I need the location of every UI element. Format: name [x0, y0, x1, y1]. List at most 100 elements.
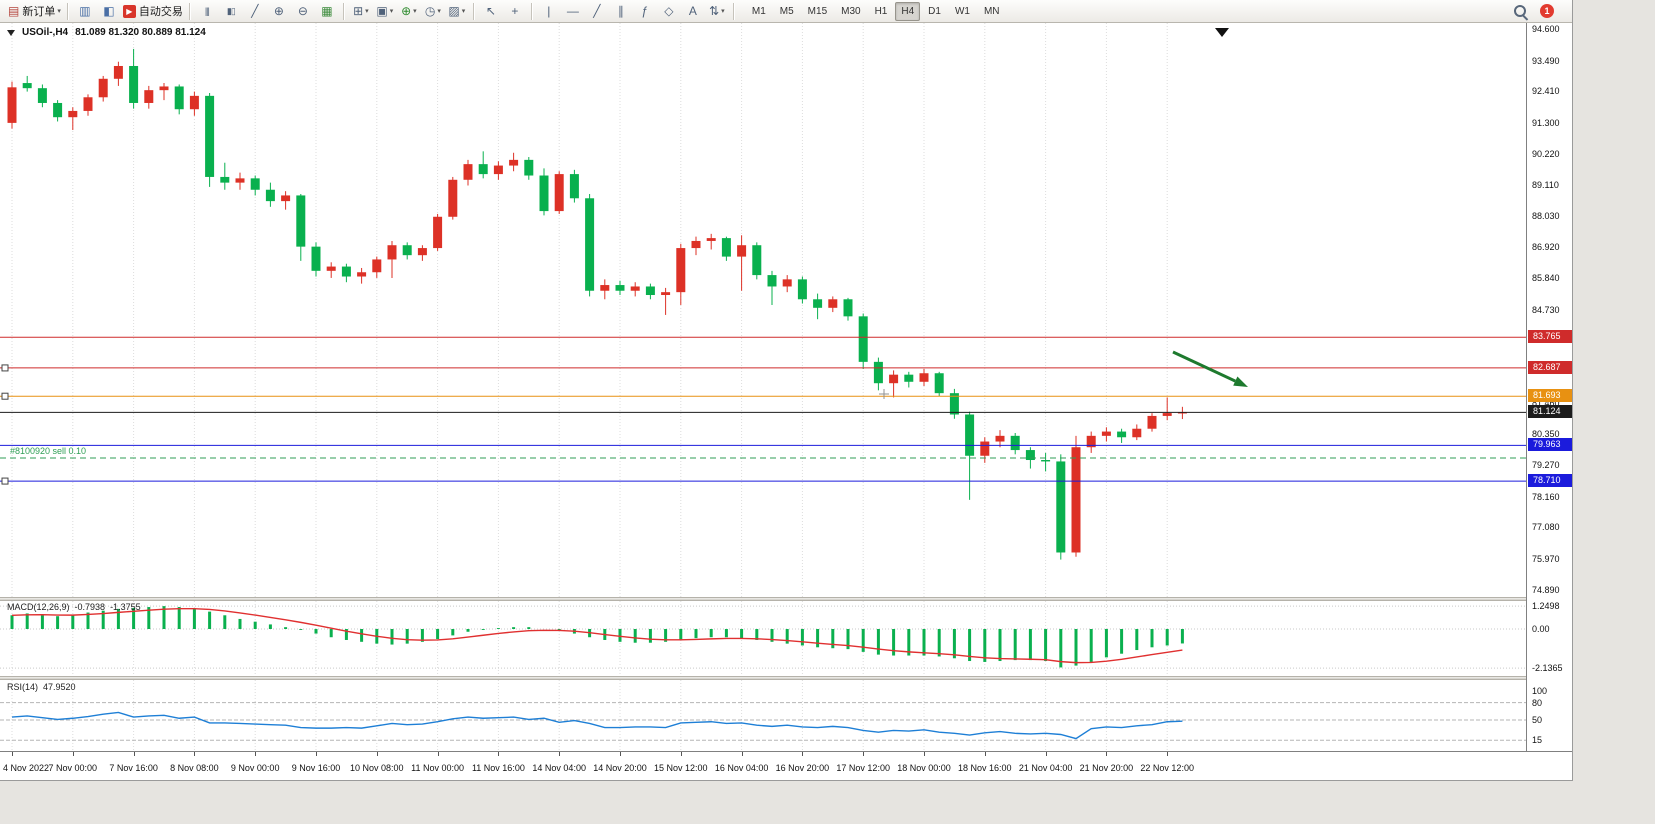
market-watch-button[interactable]: ▥	[74, 1, 96, 22]
timeframe-w1[interactable]: W1	[954, 5, 970, 17]
candle-body	[387, 245, 397, 260]
resistance-line-2-badge: 82.687	[1528, 360, 1572, 374]
orange-level-line-handle[interactable]	[1, 392, 9, 400]
chevron-down-icon: ▾	[57, 8, 61, 15]
period-button[interactable]: ◷ ▾	[422, 1, 444, 22]
timeframe-h4[interactable]: H4	[895, 1, 921, 21]
candle-body	[934, 373, 944, 394]
candlestick-chart-button[interactable]: ▮▯	[220, 1, 242, 22]
down-triangle-marker[interactable]	[1215, 28, 1229, 37]
resistance-line-2-handle[interactable]	[1, 364, 9, 372]
line-chart-icon: ╱	[251, 4, 259, 18]
rsi-panel-separator[interactable]	[0, 676, 1572, 680]
macd-name: MACD(12,26,9)	[7, 602, 70, 612]
time-axis-tick	[72, 752, 74, 756]
macd-panel-separator[interactable]	[0, 597, 1572, 601]
time-axis-label: 11 Nov 16:00	[471, 763, 525, 773]
horizontal-line-button[interactable]: —	[562, 1, 584, 22]
price-axis-label: 84.730	[1532, 304, 1560, 315]
cascade-windows-button[interactable]: ▣ ▾	[374, 1, 396, 22]
grid-button[interactable]: ▦	[316, 1, 338, 22]
macd-panel	[0, 605, 1526, 669]
candle-body	[296, 195, 306, 247]
timeframe-m30[interactable]: M30	[841, 5, 861, 17]
arrow-objects-button[interactable]: ⇅ ▾	[706, 1, 728, 22]
rsi-panel	[0, 702, 1526, 741]
timeframe-h1[interactable]: H1	[874, 5, 888, 17]
candle-body	[949, 393, 959, 415]
price-axis[interactable]: 94.600 93.490 92.410 91.300 90.220 89.110 88.0…	[1526, 23, 1572, 751]
candle-body	[1071, 447, 1081, 553]
template-button[interactable]: ▨ ▾	[446, 1, 468, 22]
trend-arrow[interactable]	[1172, 350, 1236, 383]
timeframe-d1[interactable]: D1	[928, 5, 941, 17]
timeframe-group: M1 M5 M15 M30 H1 H4 D1 W1 MN	[745, 1, 1007, 21]
timeframe-mn[interactable]: MN	[983, 5, 1000, 17]
candle-body	[220, 176, 230, 183]
candle-body	[1010, 435, 1020, 451]
price-axis-label: 75.970	[1532, 554, 1560, 565]
candle-body	[144, 90, 154, 103]
fibonacci-button[interactable]: ƒ	[634, 1, 656, 22]
new-order-button[interactable]: ▤ 新订单 ▾	[7, 1, 62, 22]
macd-scale-label: -2.1365	[1532, 663, 1563, 674]
candle-body	[828, 299, 838, 308]
resistance-line-1-badge: 83.765	[1528, 330, 1572, 344]
crosshair-button[interactable]: +	[504, 1, 526, 22]
price-chart: #8100920 sell 0.10	[0, 23, 1526, 751]
current-price-line-badge: 81.124	[1528, 405, 1572, 419]
trendline-button[interactable]: ╱	[586, 1, 608, 22]
autotrading-icon: ▶	[122, 4, 136, 18]
time-axis-label: 21 Nov 04:00	[1018, 763, 1073, 773]
data-window-button[interactable]: ◧	[98, 1, 120, 22]
time-axis[interactable]: 4 Nov 2022 7 Nov 00:00 7 Nov 16:00 8 Nov 08…	[0, 751, 1572, 780]
timeframe-m1[interactable]: M1	[751, 5, 766, 17]
text-button[interactable]: A	[682, 1, 704, 22]
candle-body	[22, 83, 32, 89]
line-chart-button[interactable]: ╱	[244, 1, 266, 22]
time-axis-label: 11 Nov 00:00	[411, 763, 465, 773]
blue-level-line-2-handle[interactable]	[1, 477, 9, 485]
shapes-button[interactable]: ◇	[658, 1, 680, 22]
candle-body	[1101, 431, 1111, 436]
chevron-down-icon: ▾	[721, 8, 725, 15]
bar-chart-button[interactable]: |||	[196, 1, 218, 22]
new-chart-button[interactable]: ⊕ ▾	[398, 1, 420, 22]
chart-ohlc-values: 81.089 81.320 80.889 81.124	[75, 27, 206, 38]
candle-body	[83, 97, 93, 111]
autotrading-button[interactable]: ▶ 自动交易	[122, 1, 184, 22]
rsi-indicator-label: RSI(14) 47.9520	[7, 682, 76, 692]
candle-body	[189, 95, 199, 110]
candle-body	[433, 216, 443, 249]
rsi-scale-label: 80	[1532, 697, 1543, 708]
candle-body	[1041, 460, 1051, 462]
zoom-in-icon: ⊕	[273, 4, 284, 18]
new-order-button-label: 新订单	[22, 6, 56, 18]
candle-body	[159, 86, 169, 91]
time-axis-label: 7 Nov 16:00	[109, 763, 158, 773]
zoom-in-button[interactable]: ⊕	[268, 1, 290, 22]
channel-button[interactable]: ∥	[610, 1, 632, 22]
search-button[interactable]	[1509, 1, 1531, 22]
candle-body	[645, 286, 655, 296]
candle-body	[326, 266, 336, 271]
chevron-down-icon: ▾	[413, 8, 417, 15]
vertical-line-button[interactable]: |	[538, 1, 560, 22]
price-axis-label: 91.300	[1532, 117, 1560, 128]
candle-body	[311, 246, 321, 271]
chart-window: ▤ 新订单 ▾ ▥ ◧ ▶ 自动交易 ||| ▮▯ ╱ ⊕ ⊖ ▦ ⊞ ▾ ▣ ▾ ⊕ ▾ ◷ ▾ ▨ ▾ ↖ + | — ╱ ∥ ƒ ◇ A…	[0, 0, 1573, 781]
candle-body	[417, 248, 427, 256]
notifications-badge[interactable]: 1	[1540, 4, 1554, 18]
timeframe-m15[interactable]: M15	[807, 5, 828, 17]
candle-body	[493, 165, 503, 175]
tile-windows-button[interactable]: ⊞ ▾	[350, 1, 372, 22]
grid-lines	[11, 23, 1168, 751]
annotations	[879, 28, 1248, 399]
candle-body	[813, 299, 823, 308]
time-axis-label: 9 Nov 00:00	[230, 763, 280, 773]
timeframe-m5[interactable]: M5	[779, 5, 794, 17]
cursor-button[interactable]: ↖	[480, 1, 502, 22]
zoom-out-button[interactable]: ⊖	[292, 1, 314, 22]
cascade-windows-icon: ▣	[376, 4, 388, 18]
grid-icon: ▦	[321, 4, 333, 18]
